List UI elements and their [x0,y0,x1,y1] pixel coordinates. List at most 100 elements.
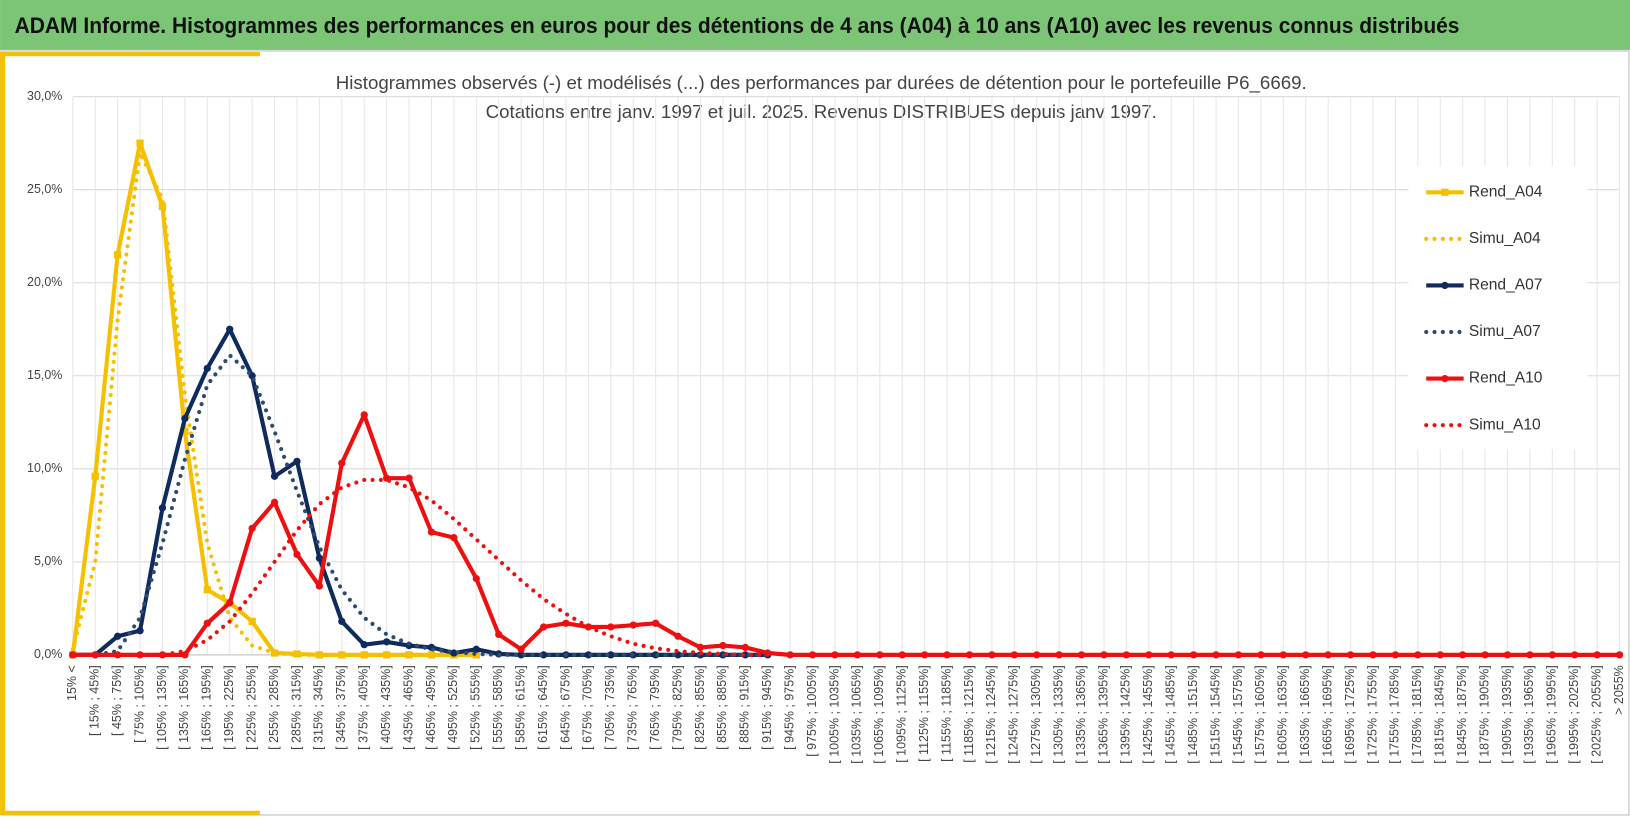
x-tick-label: [ 495% ; 525%] [446,665,460,750]
x-tick-label: [ 645% ; 675%] [558,665,572,750]
marker [450,649,458,657]
x-tick-label: [ 855% ; 885%] [715,665,729,750]
marker [1190,651,1198,659]
marker [1100,651,1108,659]
series-line [72,412,1620,657]
x-tick-label: [ 1785% ; 1815%] [1410,665,1424,763]
y-tick-label: 0,0% [34,647,62,661]
marker [91,472,99,480]
marker [248,524,256,532]
marker [1167,651,1175,659]
marker [1234,651,1243,659]
marker [988,651,996,659]
marker [181,651,189,659]
x-tick-label: [ 1485% ; 1515%] [1186,665,1200,763]
marker [1503,651,1512,659]
x-tick-label: [ 345% ; 375%] [334,665,348,750]
marker [1077,651,1086,659]
marker [921,651,929,659]
marker [360,651,368,659]
marker [652,619,660,627]
marker [270,498,279,506]
x-tick-label: [ 1515% ; 1545%] [1208,665,1222,763]
marker [629,621,637,629]
x-tick-label: [ 405% ; 435%] [379,665,393,750]
legend-label: Rend_A10 [1469,370,1543,387]
x-tick-label: [ 465% ; 495%] [424,665,438,750]
x-tick-label: [ 1875% ; 1905%] [1477,665,1491,763]
x-tick-label: [ 135% ; 165%] [177,665,191,750]
legend-marker [1441,281,1449,290]
marker [1033,651,1041,659]
marker [539,623,548,631]
marker [786,651,794,659]
marker [158,504,167,512]
x-tick-label: [ 1455% ; 1485%] [1164,665,1178,763]
x-tick-label: [ 165% ; 195%] [200,665,214,750]
x-tick-label: [ 1935% ; 1965%] [1522,665,1536,763]
series-line [70,150,479,657]
marker [427,651,436,659]
y-tick-label: 5,0% [34,554,62,568]
x-tick-label: [ 795% ; 825%] [670,665,684,750]
x-tick-label: [ 555% ; 585%] [491,665,505,750]
marker [1414,651,1422,659]
x-tick-label: [ 1665% ; 1695%] [1320,665,1334,763]
x-tick-label: [ 1605% ; 1635%] [1276,665,1290,763]
x-tick-label: [ 1965% ; 1995%] [1545,665,1559,763]
x-tick-label: [ 525% ; 555%] [469,665,483,750]
marker [270,472,279,480]
marker [898,651,906,659]
marker [136,139,144,147]
x-tick-label: [ 705% ; 735%] [603,665,617,750]
x-tick-label: [ 1305% ; 1335%] [1051,665,1065,763]
marker [293,550,301,559]
header-title: ADAM Informe. Histogrammes des performan… [15,13,1460,38]
marker [113,632,122,640]
accent [0,51,260,57]
marker [965,651,974,659]
marker [674,651,682,659]
x-tick-label: [ 945% ; 975%] [782,665,796,750]
marker [472,574,480,583]
x-tick-label: [ 1725% ; 1755%] [1365,665,1379,763]
marker [1391,651,1400,659]
marker [360,411,368,419]
marker [450,534,458,542]
y-tick-label: 15,0% [27,368,62,382]
marker [181,414,189,423]
legend-box [1408,166,1588,450]
marker [741,643,749,652]
series-line [72,327,768,657]
x-tick-label: [ 195% ; 225%] [222,665,236,750]
marker [226,325,234,333]
marker [1257,651,1265,659]
x-tick-label: [ 825% ; 855%] [693,665,707,750]
marker [136,627,144,635]
x-tick-label: [ 1245% ; 1275%] [1007,665,1021,763]
legend-marker [1441,188,1449,196]
marker [383,651,391,659]
marker [1346,651,1355,659]
accent [0,51,6,815]
x-tick-label: [ 1395% ; 1425%] [1119,665,1133,763]
x-tick-label: > 2055% [1612,665,1626,715]
x-tick-label: [ 585% ; 615%] [513,665,527,750]
marker [315,554,324,562]
marker [405,474,413,482]
x-tick-label: [ 615% ; 645%] [536,665,550,750]
marker [203,586,211,594]
marker [1324,651,1332,659]
legend-marker [1441,374,1449,383]
x-tick-label: [ 1845% ; 1875%] [1455,665,1469,763]
x-tick-label: [ 225% ; 255%] [244,665,258,750]
marker [1436,651,1444,659]
x-tick-label: [ 45% ; 75%] [110,665,124,736]
marker [226,599,234,607]
x-tick-label: [ 15% ; 45%] [88,665,102,736]
marker [1212,651,1220,659]
marker [1548,651,1556,659]
x-tick-label: [ 1005% ; 1035%] [827,665,841,763]
